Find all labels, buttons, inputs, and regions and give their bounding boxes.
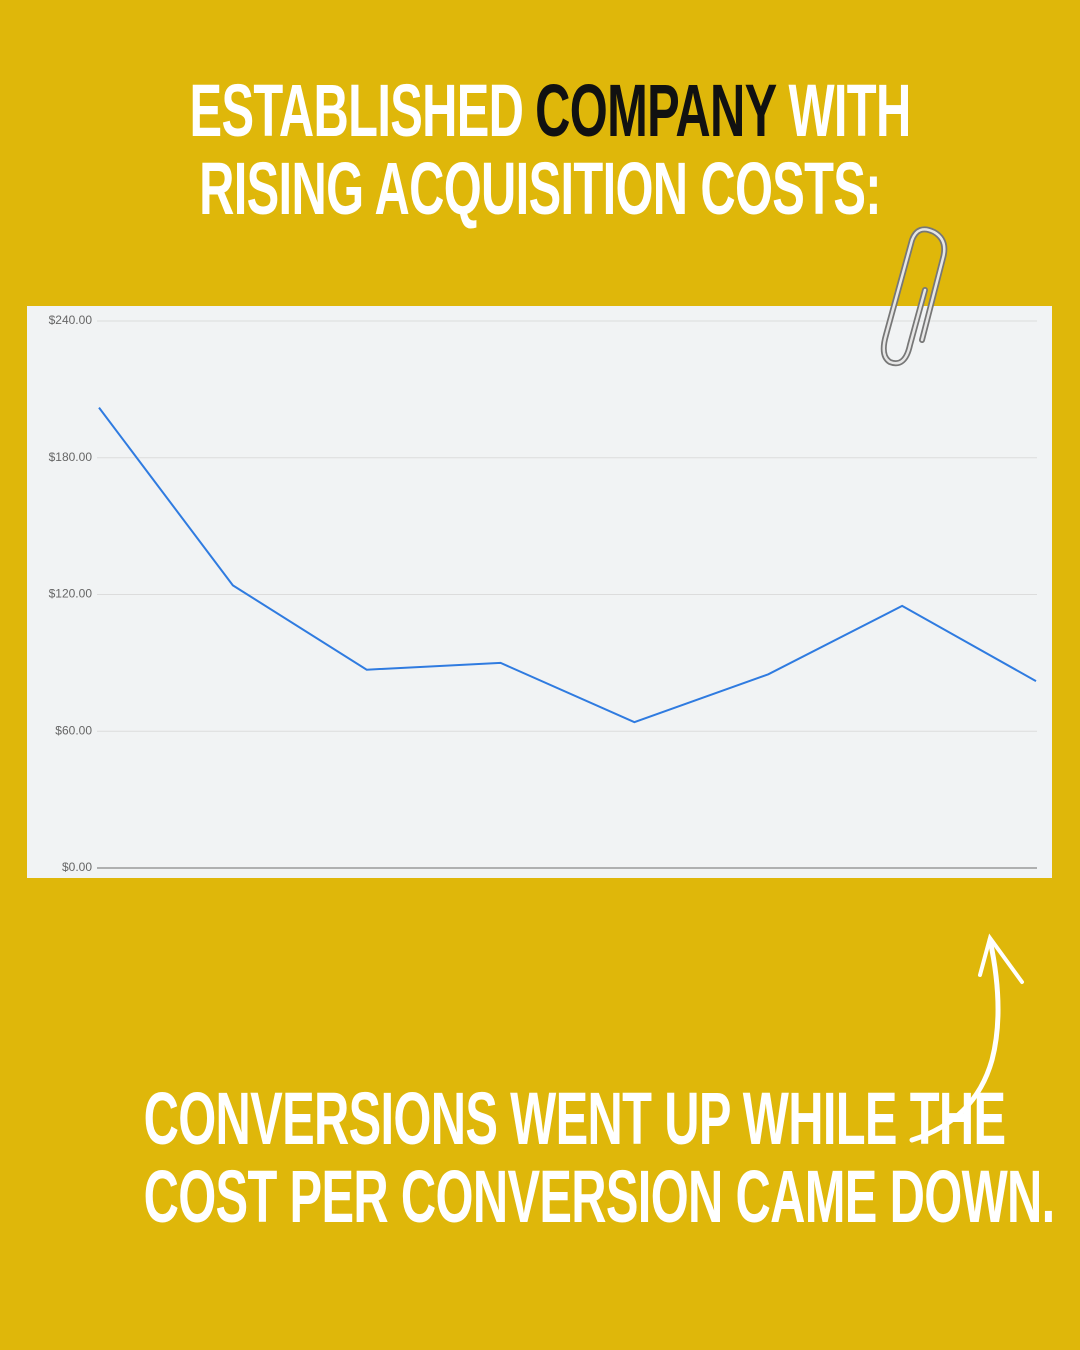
y-tick-label: $0.00 [62, 860, 92, 874]
headline: ESTABLISHED COMPANY WITH RISING ACQUISITIO… [0, 72, 1080, 228]
y-tick-label: $120.00 [49, 587, 93, 601]
caption-line: COST PER CONVERSION CAME DOWN. [143, 1155, 1056, 1238]
line [98, 407, 1037, 724]
chart-panel [27, 306, 1052, 878]
headline-highlight: COMPANY [535, 69, 777, 152]
y-tick-label: $60.00 [55, 723, 92, 737]
paperclip [880, 226, 948, 367]
caption-line: CONVERSIONS WENT UP WHILE THE [143, 1077, 1007, 1160]
y-tick-label: $180.00 [49, 450, 93, 464]
headline-line: ESTABLISHED COMPANY WITH [184, 69, 912, 152]
caption: CONVERSIONS WENT UP WHILE THE COST PER C… [0, 1077, 1056, 1238]
arrow [909, 933, 1024, 1143]
y-tick-label: $240.00 [49, 313, 93, 327]
headline-word: WITH [788, 69, 911, 152]
headline-word: ESTABLISHED [189, 69, 524, 152]
headline-line: RISING ACQUISITION COSTS: [199, 147, 881, 230]
